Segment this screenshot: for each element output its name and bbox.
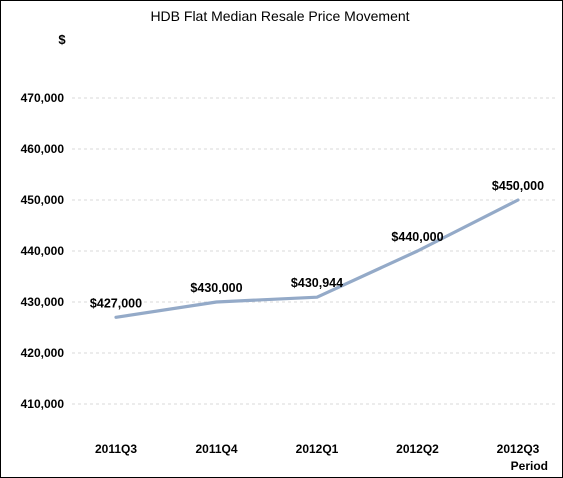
- x-tick-label: 2012Q3: [497, 442, 540, 456]
- data-label: $427,000: [90, 296, 142, 310]
- x-tick-label: 2012Q2: [396, 442, 439, 456]
- chart-title: HDB Flat Median Resale Price Movement: [150, 8, 409, 24]
- y-tick-label: 420,000: [21, 346, 65, 360]
- y-tick-label: 450,000: [21, 193, 65, 207]
- gridlines: [72, 97, 556, 405]
- y-tick-label: 410,000: [21, 397, 65, 411]
- data-label: $430,944: [291, 276, 343, 290]
- series-lines: [114, 198, 520, 319]
- y-axis-ticks: 410,000 420,000 430,000 440,000 450,000 460,0…: [21, 91, 65, 411]
- x-axis-ticks: 2011Q3 2011Q4 2012Q1 2012Q2 2012Q3: [95, 442, 540, 456]
- series-line: [114, 198, 520, 319]
- x-axis-label: Period: [511, 459, 548, 473]
- x-tick-label: 2011Q4: [195, 442, 237, 456]
- data-label: $450,000: [492, 179, 544, 193]
- y-tick-label: 430,000: [21, 295, 65, 309]
- x-tick-label: 2012Q1: [296, 442, 339, 456]
- y-tick-label: 460,000: [21, 142, 65, 156]
- data-label: $430,000: [190, 281, 242, 295]
- y-tick-label: 470,000: [21, 91, 65, 105]
- y-tick-label: 440,000: [21, 244, 65, 258]
- x-tick-label: 2011Q3: [95, 442, 137, 456]
- data-label: $440,000: [391, 230, 443, 244]
- data-labels: $427,000 $430,000 $430,944 $440,000 $450,000: [90, 179, 544, 310]
- y-axis-unit: $: [58, 32, 66, 47]
